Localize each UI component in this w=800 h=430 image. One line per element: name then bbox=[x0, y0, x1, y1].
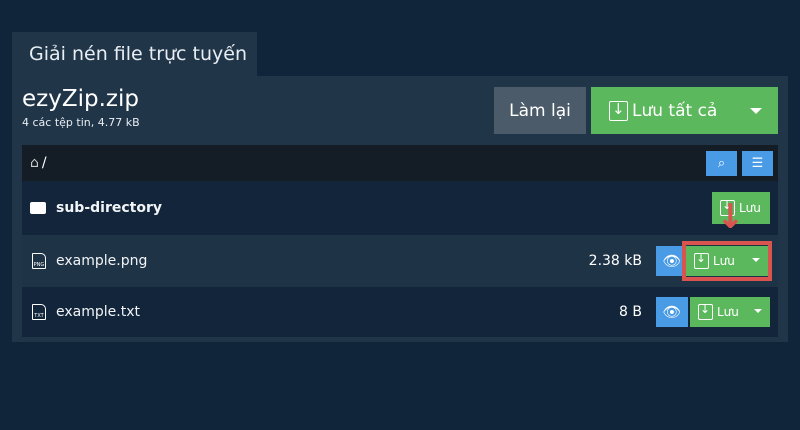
archive-name: ezyZip.zip bbox=[22, 86, 139, 112]
search-button[interactable]: ⌕ bbox=[706, 151, 737, 176]
chevron-down-icon[interactable] bbox=[750, 108, 762, 114]
png-file-icon: PNG bbox=[32, 253, 46, 269]
path-text: / bbox=[41, 155, 47, 171]
save-all-label: Lưu tất cả bbox=[632, 100, 718, 121]
table-row[interactable]: sub-directory Lưu bbox=[22, 181, 778, 235]
chevron-down-icon[interactable] bbox=[752, 258, 760, 262]
file-size: 8 B bbox=[619, 304, 642, 320]
save-label: Lưu bbox=[739, 201, 761, 215]
save-button[interactable]: Lưu bbox=[686, 246, 768, 276]
save-button[interactable]: Lưu bbox=[690, 297, 770, 327]
file-name[interactable]: example.txt bbox=[56, 304, 140, 320]
archive-summary: 4 các tệp tin, 4.77 kB bbox=[22, 116, 140, 129]
chevron-down-icon[interactable] bbox=[754, 309, 762, 313]
file-size: 2.38 kB bbox=[588, 253, 642, 269]
save-all-button[interactable]: Lưu tất cả bbox=[591, 87, 778, 134]
download-icon bbox=[694, 251, 709, 269]
save-button[interactable]: Lưu bbox=[712, 192, 770, 224]
download-icon bbox=[698, 302, 713, 320]
txt-file-icon: TXT bbox=[32, 304, 46, 320]
folder-icon bbox=[30, 202, 46, 214]
table-row[interactable]: PNG example.png 2.38 kB 👁 Lưu bbox=[22, 235, 778, 287]
reset-button[interactable]: Làm lại bbox=[494, 87, 586, 134]
save-label: Lưu bbox=[717, 305, 739, 319]
list-view-button[interactable]: ☰ bbox=[742, 151, 773, 176]
file-name[interactable]: sub-directory bbox=[56, 200, 162, 216]
home-icon[interactable]: ⌂ bbox=[30, 155, 39, 171]
archive-panel: ezyZip.zip 4 các tệp tin, 4.77 kB Làm lạ… bbox=[12, 76, 788, 342]
page-tab: Giải nén file trực tuyến bbox=[12, 32, 257, 77]
download-icon bbox=[720, 198, 735, 216]
file-table: ⌂ / ⌕ ☰ sub-directory Lưu PNG example.pn… bbox=[22, 145, 778, 337]
table-row[interactable]: TXT example.txt 8 B 👁 Lưu bbox=[22, 287, 778, 337]
highlight-box bbox=[682, 241, 772, 281]
preview-button[interactable]: 👁 bbox=[656, 297, 688, 327]
download-icon bbox=[609, 100, 628, 121]
save-label: Lưu bbox=[713, 254, 735, 268]
file-name[interactable]: example.png bbox=[56, 253, 148, 269]
arrow-down-icon: ↓ bbox=[716, 197, 745, 237]
path-bar: ⌂ / ⌕ ☰ bbox=[22, 145, 778, 181]
